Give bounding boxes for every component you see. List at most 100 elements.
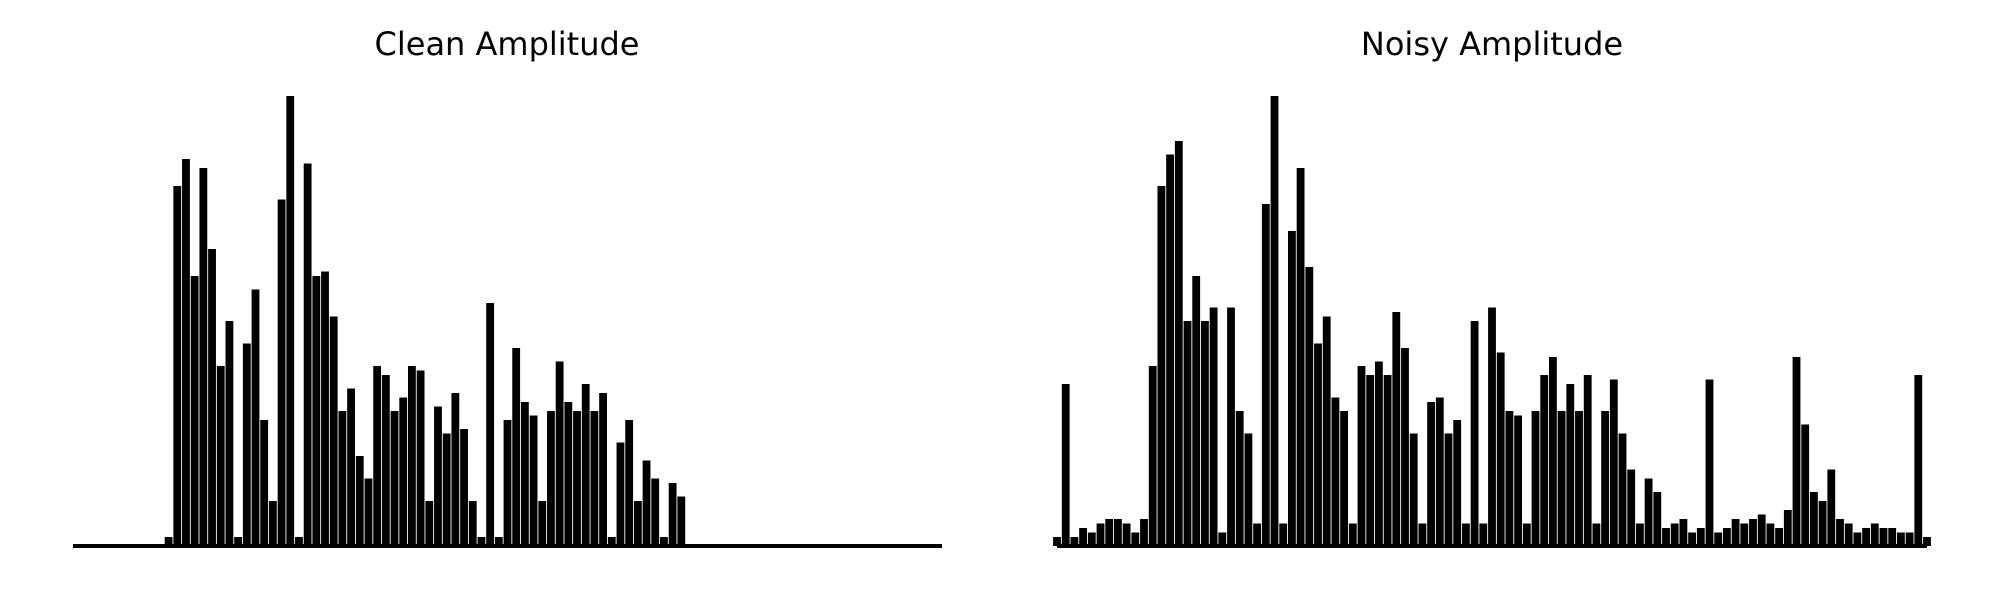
amplitude-bar [416,370,425,546]
amplitude-bar [1140,519,1148,546]
amplitude-bar [1827,469,1836,546]
amplitude-bar [1096,523,1105,546]
amplitude-bar [668,483,677,546]
amplitude-bar [277,199,286,546]
amplitude-bar [1662,528,1670,546]
amplitude-bar [1279,523,1288,546]
amplitude-bar [1270,96,1279,546]
amplitude-bar [625,420,634,546]
amplitude-bar [1592,523,1601,546]
amplitude-bar [1314,343,1322,546]
amplitude-bar [286,96,295,546]
amplitude-bar [1053,537,1061,546]
amplitude-bar [1427,402,1436,546]
amplitude-bar [555,361,564,546]
amplitude-bar [1488,307,1496,546]
amplitude-bar [494,537,503,546]
amplitude-bar [225,321,234,546]
amplitude-bar [633,501,642,546]
amplitude-bar [1644,478,1653,546]
amplitude-bar [1322,316,1331,546]
amplitude-bar [1775,528,1784,546]
amplitude-bar [581,384,590,546]
amplitude-bar [477,537,486,546]
amplitude-bar [1609,379,1618,546]
amplitude-bar [1792,357,1801,546]
amplitude-bar [1122,523,1131,546]
amplitude-bar [1227,307,1235,546]
amplitude-bar [347,388,355,546]
amplitude-bar [1244,433,1253,546]
amplitude-bar [486,303,495,546]
amplitude-bar [1740,523,1749,546]
amplitude-bar [642,460,651,546]
amplitude-bar [1853,532,1862,546]
amplitude-bar [190,276,199,546]
amplitude-bar [364,478,373,546]
amplitude-bar [1575,411,1583,546]
amplitude-bar [1809,492,1818,546]
amplitude-bar [1583,375,1592,546]
chart-title: Clean Amplitude [375,25,640,63]
amplitude-bar [1253,523,1262,546]
amplitude-bar [599,393,608,546]
amplitude-bar [1844,523,1853,546]
amplitude-bar [590,411,599,546]
amplitude-bar [295,537,303,546]
amplitude-bar [1287,231,1296,546]
amplitude-bar [208,249,216,546]
amplitude-bar [677,496,686,546]
amplitude-bar [355,456,364,546]
amplitude-bar [651,478,660,546]
amplitude-bar [1192,276,1201,546]
amplitude-bar [199,168,208,546]
amplitude-bar [1801,424,1810,546]
amplitude-bar [251,289,260,546]
amplitude-bar [1061,384,1070,546]
amplitude-bar [1348,523,1357,546]
amplitude-bar [1131,532,1140,546]
amplitude-bar [538,501,547,546]
amplitude-bar [1627,469,1636,546]
amplitude-bar [547,411,555,546]
amplitude-bar [1905,532,1914,546]
amplitude-bar [1479,523,1488,546]
amplitude-bar [1340,411,1349,546]
amplitude-bar [1888,528,1897,546]
amplitude-bar [1766,523,1775,546]
amplitude-bar [1157,186,1166,546]
amplitude-bar [1696,528,1705,546]
amplitude-bar [503,420,512,546]
amplitude-bar [1896,532,1905,546]
amplitude-bar [616,442,625,546]
amplitude-bar [1113,519,1122,546]
amplitude-bar [1783,510,1792,546]
amplitude-bar [390,411,399,546]
amplitude-bar [1496,352,1505,546]
amplitude-bar [1601,411,1610,546]
amplitude-bar [1531,411,1540,546]
amplitude-bar [321,271,329,546]
amplitude-bar [1070,537,1079,546]
amplitude-bar [216,366,225,546]
amplitude-bar [529,415,538,546]
amplitude-bar [564,402,573,546]
amplitude-bar [1505,411,1514,546]
amplitude-bar [1557,411,1566,546]
amplitude-bar [607,537,616,546]
amplitude-bar [1818,501,1827,546]
amplitude-bar [1087,532,1096,546]
amplitude-bar [1618,433,1627,546]
amplitude-bar [1261,204,1270,546]
amplitude-bar [1862,528,1871,546]
amplitude-bar [434,406,442,546]
amplitude-bar [1653,492,1662,546]
amplitude-bar [329,316,338,546]
amplitude-bar [1218,532,1227,546]
amplitude-bar [425,501,434,546]
amplitude-bar [1688,532,1697,546]
amplitude-bar [1305,267,1314,546]
amplitude-bar [242,343,251,546]
chart-title: Noisy Amplitude [1361,25,1623,63]
